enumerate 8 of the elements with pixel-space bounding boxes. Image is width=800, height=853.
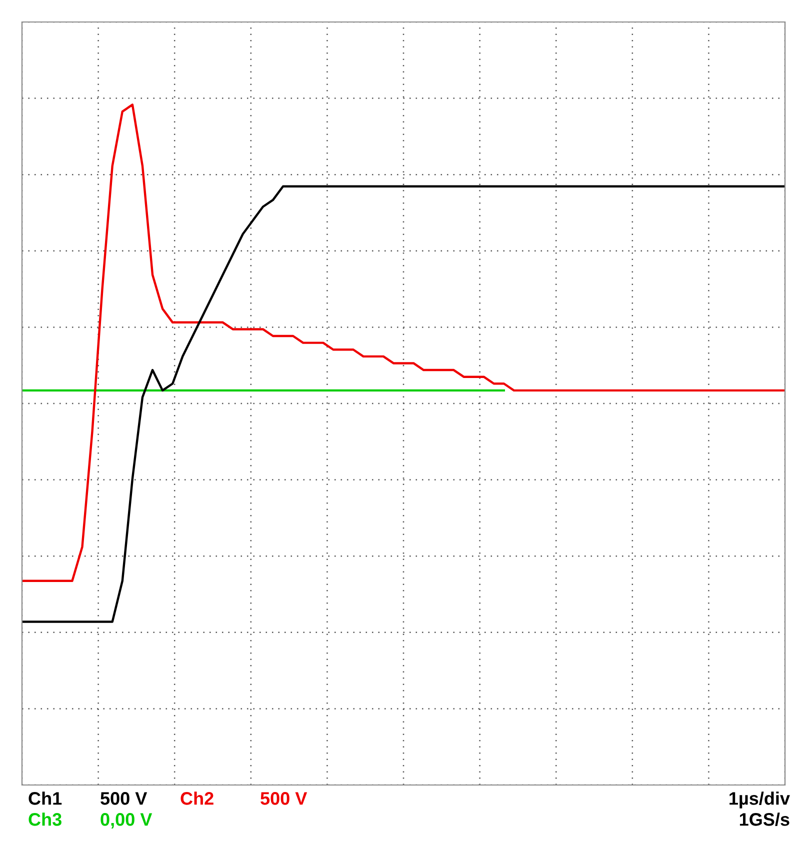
text: 500 V: [100, 792, 148, 805]
text: Ch2: [180, 792, 214, 805]
text: 0,00 V: [100, 813, 152, 828]
text: 1µs/div: [730, 792, 790, 808]
text: 500 V: [260, 792, 308, 805]
text: Ch1: [28, 792, 62, 805]
text: 1GS/s: [740, 812, 790, 826]
text: Ch3: [28, 812, 62, 826]
